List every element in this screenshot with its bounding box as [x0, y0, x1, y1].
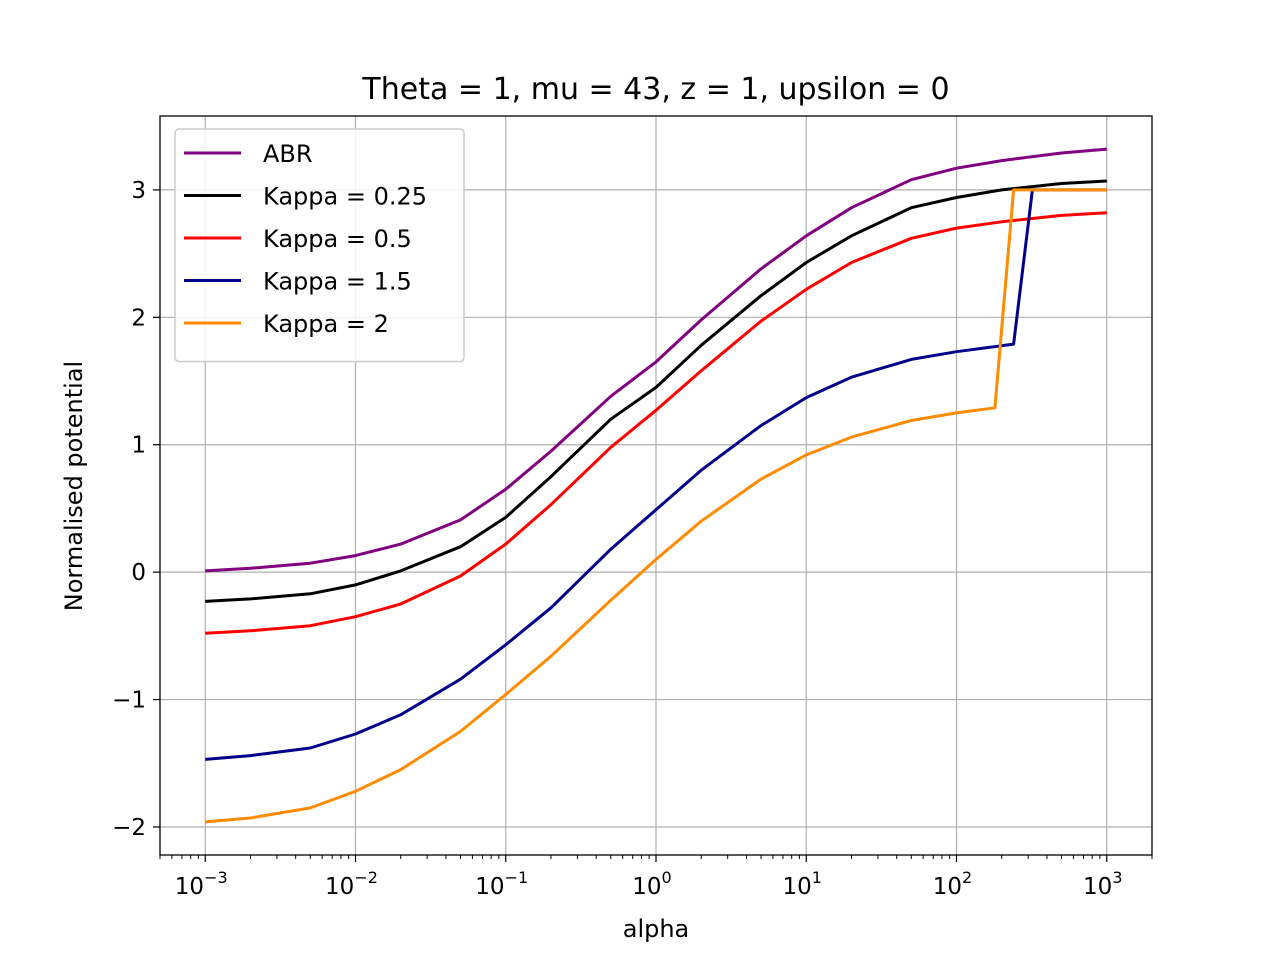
y-axis: −2 −1 0 1 2 3: [112, 178, 160, 841]
y-axis-label: Normalised potential: [60, 361, 88, 611]
y-tick-label: −1: [112, 688, 146, 714]
x-tick-label: 10−1: [475, 868, 528, 900]
legend-label: Kappa = 0.25: [263, 183, 427, 211]
x-axis-label: alpha: [623, 915, 690, 943]
legend-label: Kappa = 0.5: [263, 225, 412, 253]
series-line: [205, 147, 1107, 573]
x-tick-label: 10−3: [175, 868, 228, 900]
legend-label: Kappa = 2: [263, 310, 389, 338]
x-tick-label: 10−2: [325, 868, 378, 900]
x-tick-label: 102: [933, 868, 972, 900]
chart-title: Theta = 1, mu = 43, z = 1, upsilon = 0: [361, 72, 949, 107]
x-tick-label: 103: [1083, 868, 1122, 900]
legend-label: Kappa = 1.5: [263, 268, 412, 296]
x-axis: 10−3 10−2 10−1 100 101 102 103: [175, 855, 1123, 900]
x-tick-label: 101: [783, 868, 822, 900]
y-tick-label: 0: [131, 560, 146, 586]
x-minor-ticks: [159, 855, 1153, 859]
y-tick-label: 3: [131, 178, 146, 204]
series-line: [205, 211, 1107, 635]
legend-box: [174, 128, 465, 363]
y-tick-label: 2: [131, 305, 146, 331]
legend-label: ABR: [263, 140, 313, 168]
series-line: [205, 188, 1107, 824]
x-tick-label: 100: [632, 868, 671, 900]
series-line: [205, 188, 1107, 761]
legend: ABR Kappa = 0.25 Kappa = 0.5 Kappa = 1.5 Kap…: [174, 128, 465, 363]
plot-series: [205, 147, 1107, 824]
y-tick-label: −2: [112, 815, 146, 841]
grid-lines: [160, 116, 1152, 855]
y-tick-label: 1: [131, 433, 146, 459]
series-line: [205, 179, 1107, 603]
